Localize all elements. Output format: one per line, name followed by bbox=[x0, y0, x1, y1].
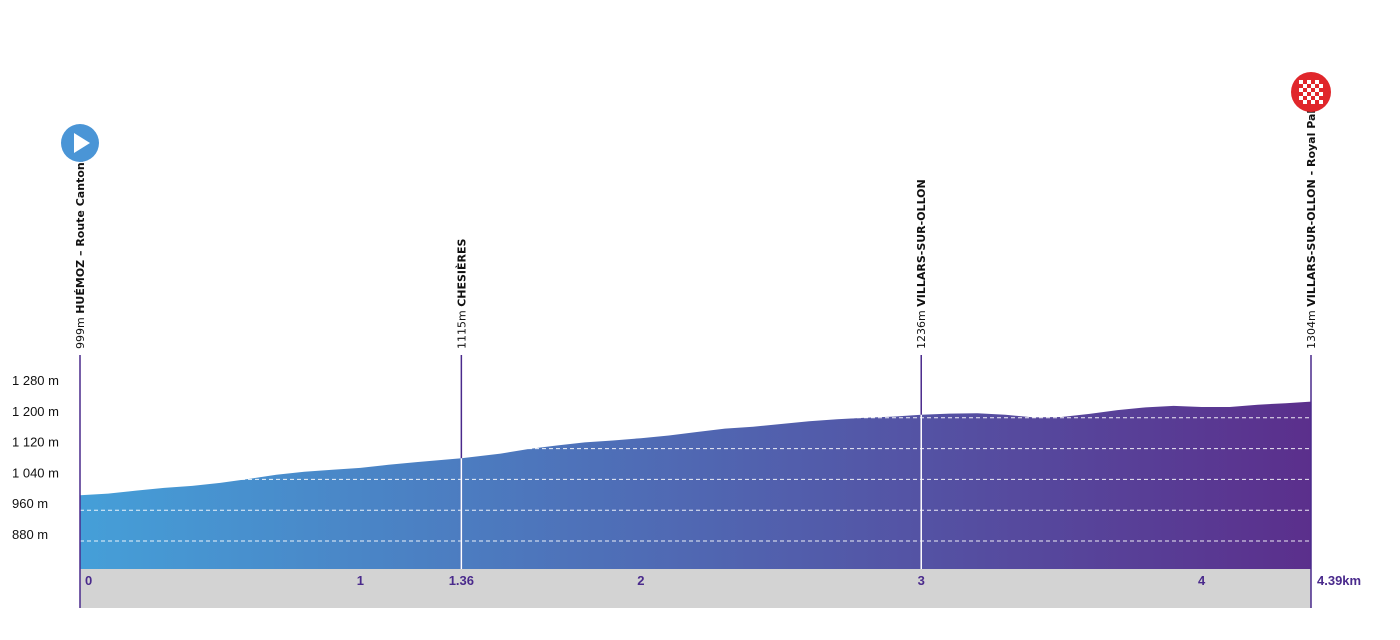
play-triangle-icon bbox=[74, 133, 90, 153]
checkpoint-elevation: 1304m bbox=[1305, 307, 1318, 349]
checker-cell bbox=[1307, 80, 1311, 84]
checker-cell bbox=[1315, 96, 1319, 100]
checker-cell bbox=[1307, 96, 1311, 100]
checker-cell bbox=[1311, 100, 1315, 104]
checkpoint-name: HUÉMOZ bbox=[74, 260, 87, 314]
checkpoint-name: VILLARS-SUR-OLLON bbox=[915, 179, 928, 307]
checkpoint-suffix: – Route Cantonale bbox=[74, 144, 87, 260]
x-axis-ticks: 0 1 1.36 2 3 4 4.39km bbox=[85, 573, 1361, 588]
checkpoint-label: 1236m VILLARS-SUR-OLLON bbox=[915, 179, 928, 349]
x-tick-label: 2 bbox=[637, 573, 644, 588]
y-tick-label: 960 m bbox=[12, 496, 48, 511]
checker-cell bbox=[1307, 88, 1311, 92]
elevation-area bbox=[80, 401, 1311, 569]
checker-cell bbox=[1299, 80, 1303, 84]
checker-cell bbox=[1311, 92, 1315, 96]
y-tick-label: 880 m bbox=[12, 527, 48, 542]
y-tick-label: 1 040 m bbox=[12, 465, 59, 480]
checkpoint-label: 999m HUÉMOZ – Route Cantonale bbox=[74, 144, 87, 349]
checkpoint-elevation: 1236m bbox=[915, 307, 928, 349]
checker-cell bbox=[1299, 96, 1303, 100]
checkpoint-name: VILLARS-SUR-OLLON bbox=[1305, 179, 1318, 307]
finish-flag-icon bbox=[1291, 72, 1331, 112]
start-flag-icon bbox=[61, 124, 99, 162]
y-tick-label: 1 280 m bbox=[12, 373, 59, 388]
checkpoint-elevation: 1115m bbox=[455, 307, 468, 349]
checker-cell bbox=[1319, 84, 1323, 88]
checker-cell bbox=[1319, 100, 1323, 104]
distance-axis-bar bbox=[80, 569, 1311, 608]
x-tick-label: 4.39km bbox=[1317, 573, 1361, 588]
x-tick-label: 3 bbox=[918, 573, 925, 588]
x-tick-label: 1 bbox=[357, 573, 364, 588]
checker-cell bbox=[1315, 88, 1319, 92]
x-tick-label: 4 bbox=[1198, 573, 1206, 588]
checkpoint-label: 1115m CHESIÈRES bbox=[455, 238, 468, 349]
grid-layer bbox=[80, 386, 1311, 542]
checker-cell bbox=[1303, 92, 1307, 96]
checkpoint-name: CHESIÈRES bbox=[455, 238, 468, 306]
checker-cell bbox=[1303, 84, 1307, 88]
checker-cell bbox=[1315, 80, 1319, 84]
flags-layer bbox=[61, 72, 1331, 162]
checkpoint-elevation: 999m bbox=[74, 314, 87, 349]
profile-area-layer bbox=[80, 401, 1311, 569]
y-axis-ticks: 880 m 960 m 1 040 m 1 120 m 1 200 m 1 280 m bbox=[12, 373, 59, 542]
checker-cell bbox=[1319, 92, 1323, 96]
checkpoint-markers: 999m HUÉMOZ – Route Cantonale 1115m CHESI… bbox=[74, 88, 1318, 608]
x-tick-label: 1.36 bbox=[449, 573, 474, 588]
checkpoint-label: 1304m VILLARS-SUR-OLLON - Royal Palace bbox=[1305, 88, 1318, 349]
checker-cell bbox=[1311, 84, 1315, 88]
checker-cell bbox=[1299, 88, 1303, 92]
x-tick-label: 0 bbox=[85, 573, 92, 588]
y-tick-label: 1 200 m bbox=[12, 404, 59, 419]
y-tick-label: 1 120 m bbox=[12, 435, 59, 450]
checker-cell bbox=[1303, 100, 1307, 104]
axis-bar-background bbox=[80, 569, 1311, 608]
